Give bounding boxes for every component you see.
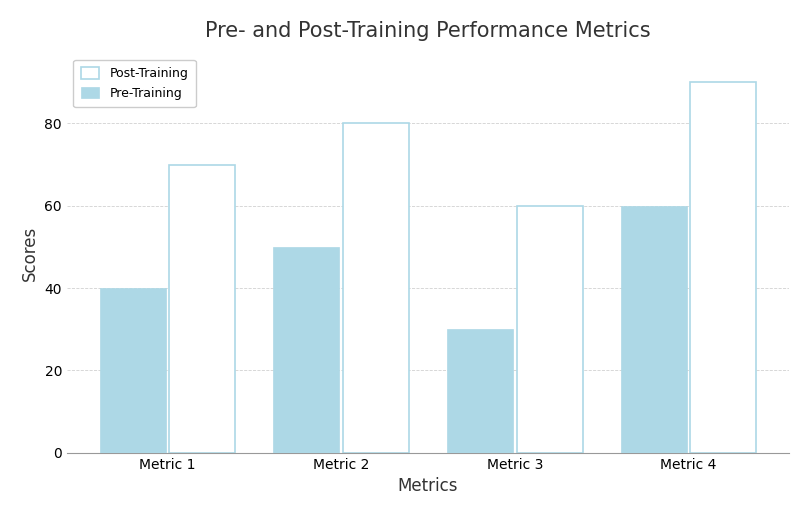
Bar <box>620 206 687 453</box>
Y-axis label: Scores: Scores <box>21 225 39 281</box>
Bar <box>274 247 339 453</box>
Bar <box>100 288 166 453</box>
X-axis label: Metrics: Metrics <box>398 477 458 495</box>
Title: Pre- and Post-Training Performance Metrics: Pre- and Post-Training Performance Metri… <box>205 21 650 41</box>
Bar <box>517 206 582 453</box>
Bar <box>169 165 235 453</box>
Bar <box>447 329 514 453</box>
Bar <box>343 123 409 453</box>
Bar <box>690 83 757 453</box>
Legend: Post-Training, Pre-Training: Post-Training, Pre-Training <box>73 60 196 107</box>
